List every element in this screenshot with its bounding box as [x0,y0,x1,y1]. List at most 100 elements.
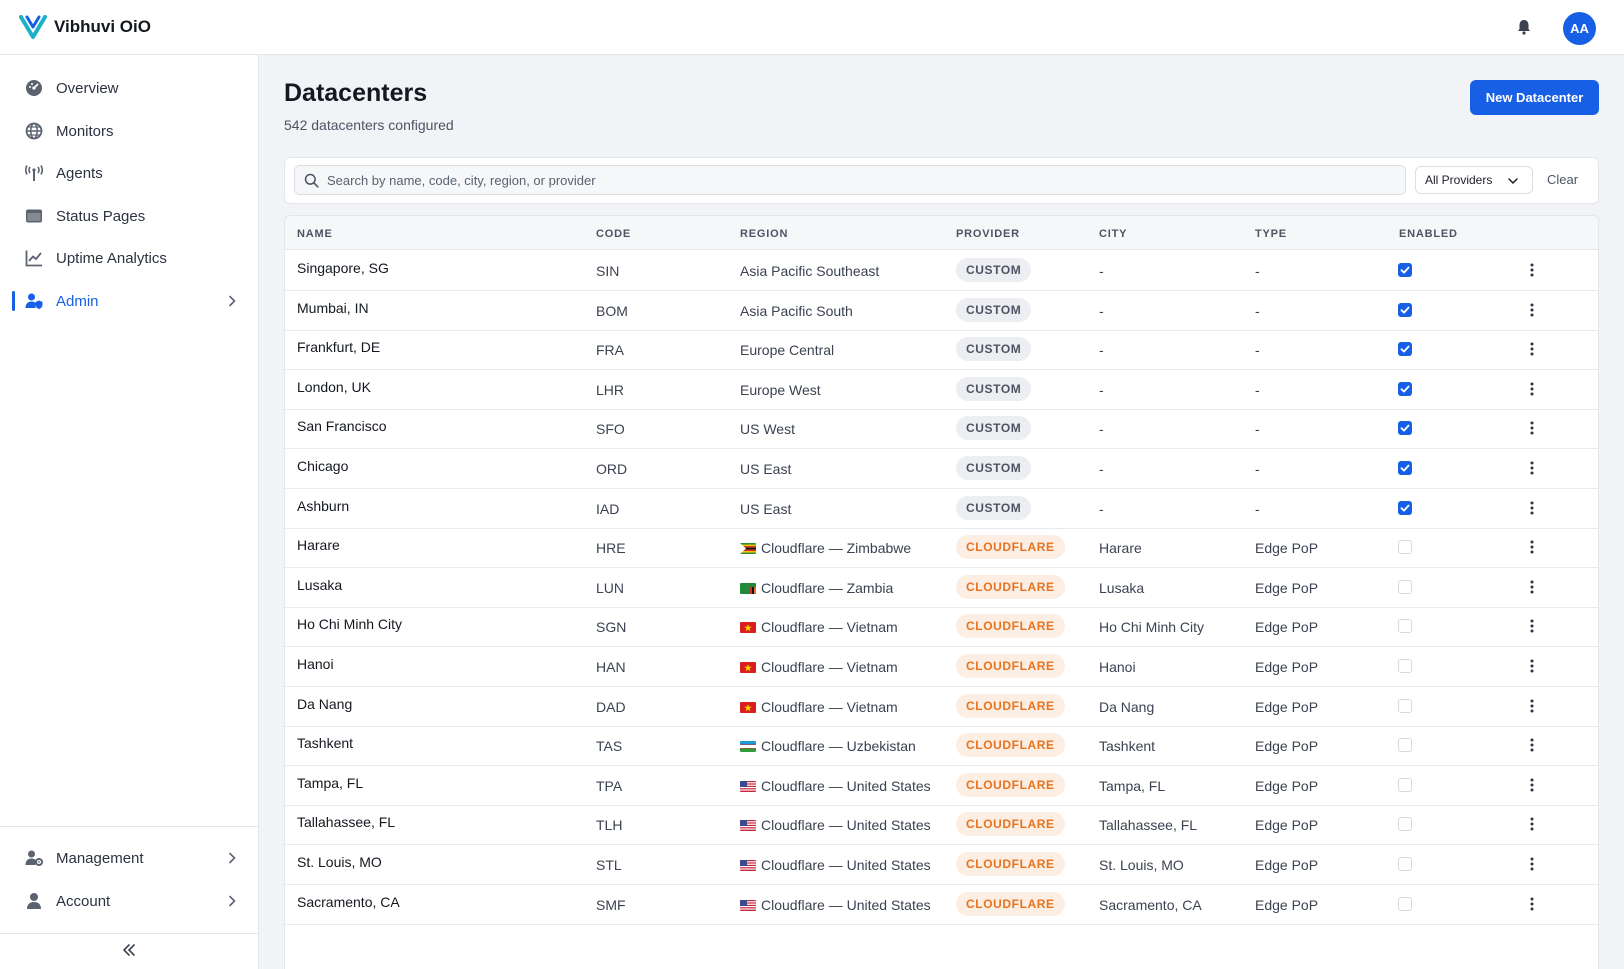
table-row[interactable]: Frankfurt, DE FRA Europe Central CUSTOM - - [285,329,1598,371]
enabled-checkbox[interactable] [1398,540,1412,555]
table-row[interactable]: Ashburn IAD US East CUSTOM - - [285,488,1598,529]
sidebar-item-admin[interactable]: Admin [0,281,258,321]
column-header-region[interactable]: REGION [740,228,789,240]
column-header-code[interactable]: CODE [596,228,631,240]
sidebar-item-overview[interactable]: Overview [0,68,258,108]
column-header-enabled[interactable]: ENABLED [1399,228,1458,240]
column-header-city[interactable]: CITY [1099,228,1128,240]
more-actions-icon[interactable] [1529,500,1535,516]
search-input[interactable] [327,167,1397,193]
cell-type: - [1255,302,1260,319]
enabled-checkbox[interactable] [1398,342,1412,357]
table-row[interactable]: St. Louis, MO STL Cloudflare — United Stat… [285,844,1598,885]
enabled-checkbox[interactable] [1398,896,1412,911]
bell-icon[interactable] [1515,18,1533,36]
chevron-right-icon [229,295,236,307]
table-row[interactable]: Singapore, SG SIN Asia Pacific Southeast CU… [285,250,1598,291]
enabled-checkbox[interactable] [1398,381,1412,396]
sidebar-divider [0,933,258,934]
column-header-name[interactable]: NAME [297,228,333,240]
new-datacenter-button[interactable]: New Datacenter [1470,80,1599,115]
more-actions-icon[interactable] [1529,856,1535,872]
cell-code: SFO [596,421,625,438]
more-actions-icon[interactable] [1529,460,1535,476]
filter-bar: All Providers Clear [284,157,1599,204]
enabled-checkbox[interactable] [1398,619,1412,634]
more-actions-icon[interactable] [1529,698,1535,714]
cell-type: Edge PoP [1255,777,1319,794]
cell-city: Hanoi [1099,659,1136,675]
table-row[interactable]: Harare HRE Cloudflare — Zimbabwe CLOUDFLARE… [285,527,1598,569]
more-actions-icon[interactable] [1529,737,1535,753]
enabled-checkbox[interactable] [1398,302,1412,317]
cell-name: Harare [297,537,340,554]
cell-code: DAD [596,698,626,715]
table-row[interactable]: London, UK LHR Europe West CUSTOM - - [285,369,1598,410]
cell-code: TAS [596,738,623,755]
cell-city: - [1099,302,1104,319]
more-actions-icon[interactable] [1529,420,1535,436]
sidebar-item-monitors[interactable]: Monitors [0,111,258,151]
cell-region: Cloudflare — United States [740,857,931,873]
sidebar-item-agents[interactable]: Agents [0,153,258,193]
enabled-checkbox[interactable] [1398,817,1412,832]
enabled-checkbox[interactable] [1398,500,1412,515]
table-row[interactable]: Lusaka LUN Cloudflare — Zambia CLOUDFLARE Lu… [285,567,1598,608]
more-actions-icon[interactable] [1529,302,1535,318]
enabled-checkbox[interactable] [1398,659,1412,673]
more-actions-icon[interactable] [1529,539,1535,555]
table-row[interactable]: Hanoi HAN Cloudflare — Vietnam CLOUDFLARE Ha… [285,646,1598,687]
sidebar-item-management[interactable]: Management [0,838,258,878]
table-row[interactable]: Chicago ORD US East CUSTOM - - [285,448,1598,489]
provider-badge: CLOUDFLARE [956,772,1065,797]
table-row[interactable]: Da Nang DAD Cloudflare — Vietnam CLOUDFLARE… [285,686,1598,727]
cell-code: FRA [596,342,624,359]
app-logo[interactable]: Vibhuvi OiO [18,13,151,41]
enabled-checkbox[interactable] [1398,738,1412,753]
sidebar-item-status-pages[interactable]: Status Pages [0,196,258,236]
cell-name: St. Louis, MO [297,854,382,870]
more-actions-icon[interactable] [1529,658,1535,674]
more-actions-icon[interactable] [1529,262,1535,278]
top-bar: Vibhuvi OiO AA [0,0,1624,55]
more-actions-icon[interactable] [1529,618,1535,634]
user-avatar[interactable]: AA [1563,12,1596,45]
table-row[interactable]: Mumbai, IN BOM Asia Pacific South CUSTOM - - [285,290,1598,331]
provider-badge: CLOUDFLARE [956,614,1065,639]
enabled-checkbox[interactable] [1398,421,1412,436]
provider-badge: CUSTOM [956,297,1032,322]
more-actions-icon[interactable] [1529,341,1535,357]
enabled-checkbox[interactable] [1398,777,1412,792]
more-actions-icon[interactable] [1529,777,1535,793]
table-row[interactable]: Tashkent TAS Cloudflare — Uzbekistan CLOUDF… [285,725,1598,767]
clear-filters-button[interactable]: Clear [1547,172,1579,187]
table-row[interactable]: Sacramento, CA SMF Cloudflare — United Sta… [285,884,1598,925]
cell-city: - [1099,381,1104,398]
enabled-checkbox[interactable] [1398,461,1412,475]
search-box[interactable] [294,165,1406,195]
enabled-checkbox[interactable] [1398,263,1412,277]
cell-name: San Francisco [297,418,387,435]
column-header-type[interactable]: TYPE [1255,228,1287,240]
cell-code: HRE [596,540,626,557]
enabled-checkbox[interactable] [1398,579,1412,594]
table-row[interactable]: Ho Chi Minh City SGN Cloudflare — Vietnam C… [285,606,1598,648]
enabled-checkbox[interactable] [1398,698,1412,713]
more-actions-icon[interactable] [1529,381,1535,397]
check-icon [1400,464,1410,472]
table-row[interactable]: Tallahassee, FL TLH Cloudflare — United St… [285,804,1598,846]
users-cog-icon [25,850,43,866]
cell-name: Mumbai, IN [297,299,369,316]
sidebar-item-account[interactable]: Account [0,881,258,921]
provider-badge: CLOUDFLARE [956,693,1065,718]
table-row[interactable]: Tampa, FL TPA Cloudflare — United States CL… [285,765,1598,806]
more-actions-icon[interactable] [1529,816,1535,832]
table-row[interactable]: San Francisco SFO US West CUSTOM - - [285,408,1598,450]
provider-select[interactable]: All Providers [1415,166,1533,194]
more-actions-icon[interactable] [1529,896,1535,912]
enabled-checkbox[interactable] [1398,857,1412,871]
sidebar-item-uptime-analytics[interactable]: Uptime Analytics [0,238,258,278]
more-actions-icon[interactable] [1529,579,1535,595]
collapse-sidebar-icon[interactable] [120,941,138,959]
column-header-provider[interactable]: PROVIDER [956,228,1020,240]
